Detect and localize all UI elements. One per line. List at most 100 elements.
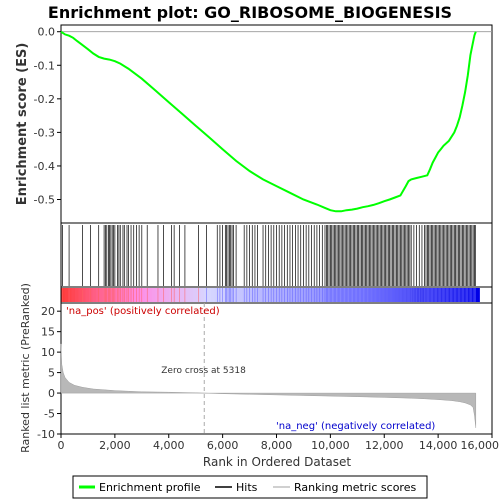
rank-bar-segment [173, 288, 177, 302]
rank-bar-segment [71, 288, 75, 302]
metric-panel-frame [61, 303, 492, 434]
rank-bar-segment [85, 288, 89, 302]
rank-bar-segment [246, 288, 250, 302]
x-tick-label: 6,000 [207, 439, 239, 452]
metric-y-tick-label: -5 [44, 408, 55, 421]
pos-correlated-label: 'na_pos' (positively correlated) [66, 306, 220, 317]
rank-bar-segment [232, 288, 236, 302]
rank-bar-segment [138, 288, 142, 302]
rank-bar-segment [427, 288, 431, 302]
rank-bar-segment [162, 288, 166, 302]
x-tick-label: 16,000 [461, 439, 500, 452]
x-tick-label: 2,000 [99, 439, 131, 452]
rank-bar-segment [392, 288, 396, 302]
es-y-tick-label: -0.5 [34, 194, 55, 207]
metric-y-tick-label: 15 [41, 326, 55, 339]
es-y-axis: 0.0 -0.1 -0.2 -0.3 -0.4 -0.5 [34, 26, 61, 207]
es-y-tick-label: -0.2 [34, 93, 55, 106]
rank-bar-segment [249, 288, 253, 302]
rank-bar-segment [78, 288, 82, 302]
es-y-tick-label: -0.4 [34, 160, 55, 173]
rank-bar-segment [382, 288, 386, 302]
x-tick-label: 8,000 [261, 439, 293, 452]
rank-bar-segment [68, 288, 72, 302]
rank-bar-segment [291, 288, 295, 302]
rank-bar-segment [200, 288, 204, 302]
rank-bar-segment [357, 288, 361, 302]
rank-bar-segment [148, 288, 152, 302]
rank-bar-segment [375, 288, 379, 302]
rank-bar-segment [263, 288, 267, 302]
metric-y-tick-label: 5 [48, 367, 55, 380]
rank-bar-segment [89, 288, 93, 302]
metric-y-tick-label: -10 [37, 428, 55, 441]
rank-bar-segment [75, 288, 79, 302]
rank-bar-segment [228, 288, 232, 302]
metric-y-tick-label: 20 [41, 305, 55, 318]
rank-bar-segment [131, 288, 135, 302]
enrichment-profile-line [61, 32, 476, 212]
es-y-tick-label: -0.1 [34, 59, 55, 72]
x-tick-label: 12,000 [365, 439, 404, 452]
rank-bar-segment [406, 288, 410, 302]
neg-correlated-label: 'na_neg' (negatively correlated) [276, 421, 435, 432]
rank-bar-segment [211, 288, 215, 302]
legend-hits-label: Hits [236, 481, 258, 494]
metric-y-tick-label: 0 [48, 387, 55, 400]
rank-bar-segment [64, 288, 68, 302]
metric-y-axis-label: Ranked list metric (PreRanked) [19, 283, 32, 453]
rank-bar-segment [434, 288, 438, 302]
rank-bar-segment [288, 288, 292, 302]
zero-cross-label: Zero cross at 5318 [161, 366, 246, 376]
rank-bar-segment [298, 288, 302, 302]
metric-x-axis: 0 2,000 4,000 6,000 8,000 10,000 12,000 14,000 1… [58, 434, 500, 452]
rank-bar-segment [451, 288, 455, 302]
rank-bar-segment [214, 288, 218, 302]
rank-bar-segment [340, 288, 344, 302]
rank-bar-segment [190, 288, 194, 302]
rank-bar-segment [305, 288, 309, 302]
rank-bar-segment [193, 288, 197, 302]
rank-bar-segment [221, 288, 225, 302]
rank-bar-segment [127, 288, 131, 302]
rank-color-bar [61, 288, 480, 302]
rank-bar-segment [145, 288, 149, 302]
rank-bar-segment [120, 288, 124, 302]
rank-bar-segment [347, 288, 351, 302]
es-y-axis-label: Enrichment score (ES) [15, 43, 30, 206]
rank-bar-segment [166, 288, 170, 302]
rank-bar-segment [399, 288, 403, 302]
es-y-tick-label: 0.0 [38, 26, 56, 39]
rank-bar-segment [159, 288, 163, 302]
rank-bar-segment [465, 288, 469, 302]
x-tick-label: 4,000 [153, 439, 185, 452]
es-panel-frame [61, 25, 492, 223]
x-tick-label: 0 [58, 439, 65, 452]
x-tick-label: 10,000 [311, 439, 350, 452]
rank-bar-segment [103, 288, 107, 302]
rank-bar-segment [113, 288, 117, 302]
rank-bar-segment [322, 288, 326, 302]
rank-bar-segment [469, 288, 473, 302]
rank-bar-segment [441, 288, 445, 302]
rank-bar-segment [155, 288, 159, 302]
rank-bar-segment [315, 288, 319, 302]
chart-title: Enrichment plot: GO_RIBOSOME_BIOGENESIS [48, 3, 452, 22]
rank-bar-segment [110, 288, 114, 302]
legend-enrichment-label: Enrichment profile [99, 481, 201, 494]
rank-bar-segment [180, 288, 184, 302]
rank-bar-segment [256, 288, 260, 302]
es-y-tick-label: -0.3 [34, 126, 55, 139]
rank-bar-segment [458, 288, 462, 302]
rank-bar-segment [204, 288, 208, 302]
rank-bar-segment [309, 288, 313, 302]
rank-bar-segment [92, 288, 96, 302]
metric-y-tick-label: 10 [41, 346, 55, 359]
rank-bar-segment [364, 288, 368, 302]
rank-bar-segment [207, 288, 211, 302]
rank-bar-segment [267, 288, 271, 302]
rank-bar-segment [476, 288, 480, 302]
rank-bar-segment [368, 288, 372, 302]
metric-y-axis: 20 15 10 5 0 -5 -10 [37, 305, 61, 441]
